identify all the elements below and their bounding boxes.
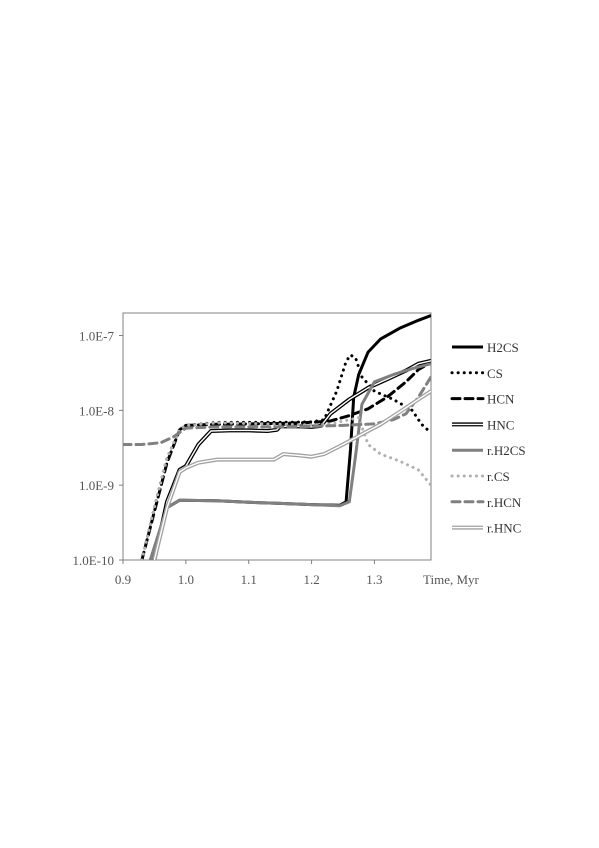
legend-r-hcn-label: r.HCN <box>487 495 522 510</box>
legend-cs-label: CS <box>487 366 503 381</box>
x-tick-label: 0.9 <box>115 572 131 587</box>
series-r-hnc-line-outer <box>152 389 431 560</box>
legend-hnc-label: HNC <box>487 417 514 432</box>
legend-h2cs-label: H2CS <box>487 340 519 355</box>
series-r-cs-line <box>140 416 431 560</box>
series-hnc-line-inner <box>153 360 431 560</box>
series-cs-line <box>140 353 431 560</box>
x-axis-ticks: 0.9 1.0 1.1 1.2 1.3 <box>115 560 383 587</box>
plot-area <box>122 312 432 561</box>
x-tick-label: 1.1 <box>241 572 257 587</box>
legend-r-cs-label: r.CS <box>487 469 510 484</box>
legend-r-h2cs-label: r.H2CS <box>487 443 526 458</box>
legend-hcn-label: HCN <box>487 392 515 407</box>
series-r-h2cs-line <box>148 362 431 560</box>
y-axis-ticks: 1.0E-10 1.0E-9 1.0E-8 1.0E-7 <box>72 329 123 568</box>
legend-r-hnc-label: r.HNC <box>487 521 521 536</box>
y-tick-label: 1.0E-10 <box>72 553 114 568</box>
x-tick-label: 1.3 <box>366 572 382 587</box>
series-hnc-line-outer <box>152 358 431 560</box>
series-layer <box>123 314 431 560</box>
series-hnc-line <box>152 358 431 560</box>
y-tick-label: 1.0E-7 <box>79 329 115 344</box>
series-hcn-line <box>140 360 431 560</box>
series-r-hnc-line-inner <box>153 390 431 560</box>
x-axis-label: Time, Myr <box>423 572 480 587</box>
x-tick-label: 1.0 <box>178 572 194 587</box>
x-tick-label: 1.2 <box>303 572 319 587</box>
series-r-hnc-line <box>152 389 431 560</box>
y-tick-label: 1.0E-8 <box>79 403 114 418</box>
legend: H2CS CS HCN HNC r.H2CS r.CS r.HCN r.HNC <box>450 340 526 536</box>
y-tick-label: 1.0E-9 <box>79 478 114 493</box>
series-h2cs-line <box>148 314 431 560</box>
series-r-hcn-line <box>123 375 431 446</box>
